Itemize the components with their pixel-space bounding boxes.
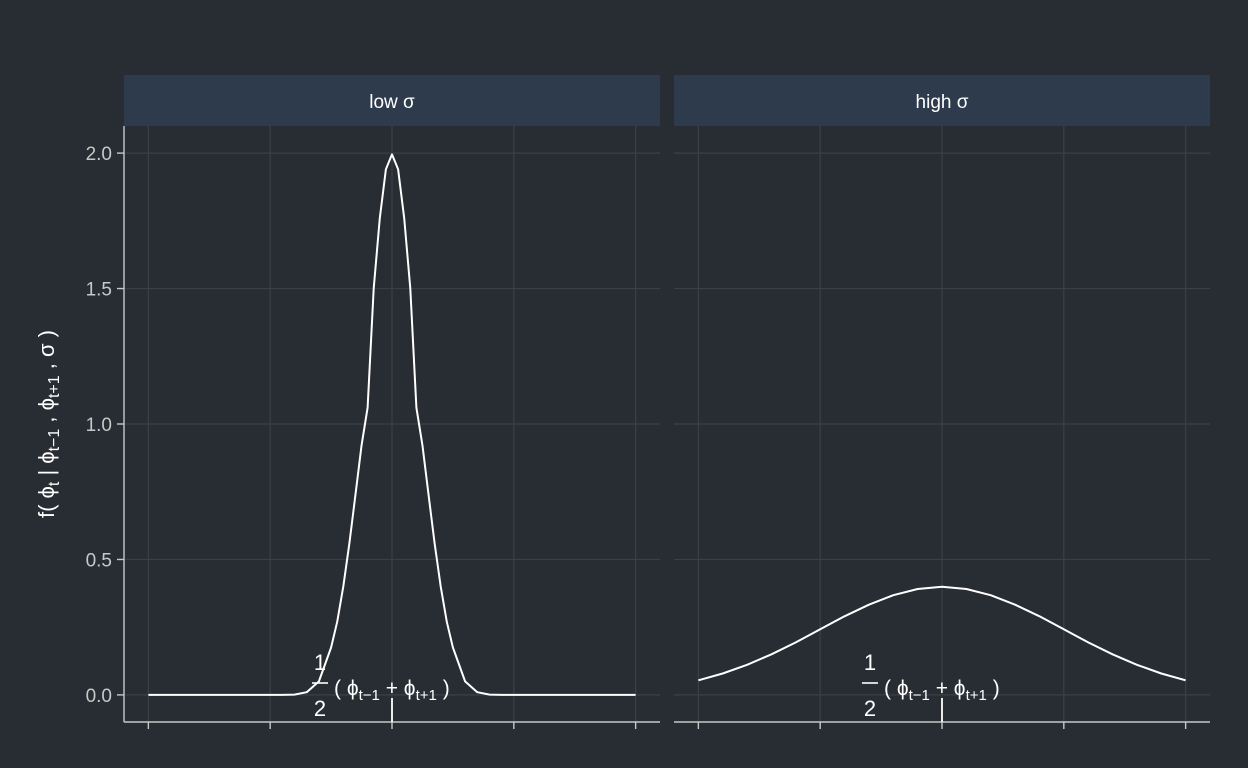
annotation-plus-2: + ϕ (930, 677, 966, 700)
y-title-sub-2: t−1 (46, 429, 63, 452)
density-curve-p2-0 (698, 585, 1186, 682)
annotation-close-2: ) (987, 677, 1000, 700)
y-tick-label-3: 1.5 (86, 280, 112, 301)
annotation-numerator-1: 1 (314, 650, 326, 675)
y-tick-label-1: 0.5 (86, 550, 112, 571)
annotation-denominator-2: 2 (864, 696, 876, 721)
facet-strip-2 (674, 75, 1210, 126)
annotation-sub1-1: t−1 (359, 687, 380, 704)
y-title-part-mid2: , ϕ (34, 398, 59, 429)
annotation-open-1: ( ϕ (334, 677, 359, 700)
annotation-expression-2: ( ϕt−1 + ϕt+1 ) (884, 677, 1000, 704)
facet-strip-label-1: low σ (369, 92, 415, 113)
annotation-numerator-2: 1 (864, 650, 876, 675)
y-tick-label-0: 0.0 (86, 686, 112, 707)
facet-strip-label-2: high σ (916, 92, 969, 113)
y-title-part-suffix: , σ ) (34, 330, 59, 375)
density-curve-p1-0 (148, 153, 636, 696)
y-title-sub-3: t+1 (46, 375, 63, 398)
annotation-open-2: ( ϕ (884, 677, 909, 700)
y-tick-label-2: 1.0 (86, 415, 112, 436)
annotation-sub2-1: t+1 (416, 687, 437, 704)
annotation-sub2-2: t+1 (966, 687, 987, 704)
annotation-plus-1: + ϕ (380, 677, 416, 700)
annotation-expression-1: ( ϕt−1 + ϕt+1 ) (334, 677, 450, 704)
annotation-close-1: ) (437, 677, 450, 700)
y-title-part-prefix: f( ϕ (34, 486, 59, 518)
y-title-part-mid1: | ϕ (34, 451, 59, 481)
y-axis-title: f( ϕt | ϕt−1 , ϕt+1 , σ ) (34, 330, 63, 518)
annotation-sub1-2: t−1 (909, 687, 930, 704)
annotation-denominator-1: 2 (314, 696, 326, 721)
y-title-sub-1: t (46, 481, 63, 486)
y-tick-label-4: 2.0 (86, 144, 112, 165)
facet-strip-1 (124, 75, 660, 126)
